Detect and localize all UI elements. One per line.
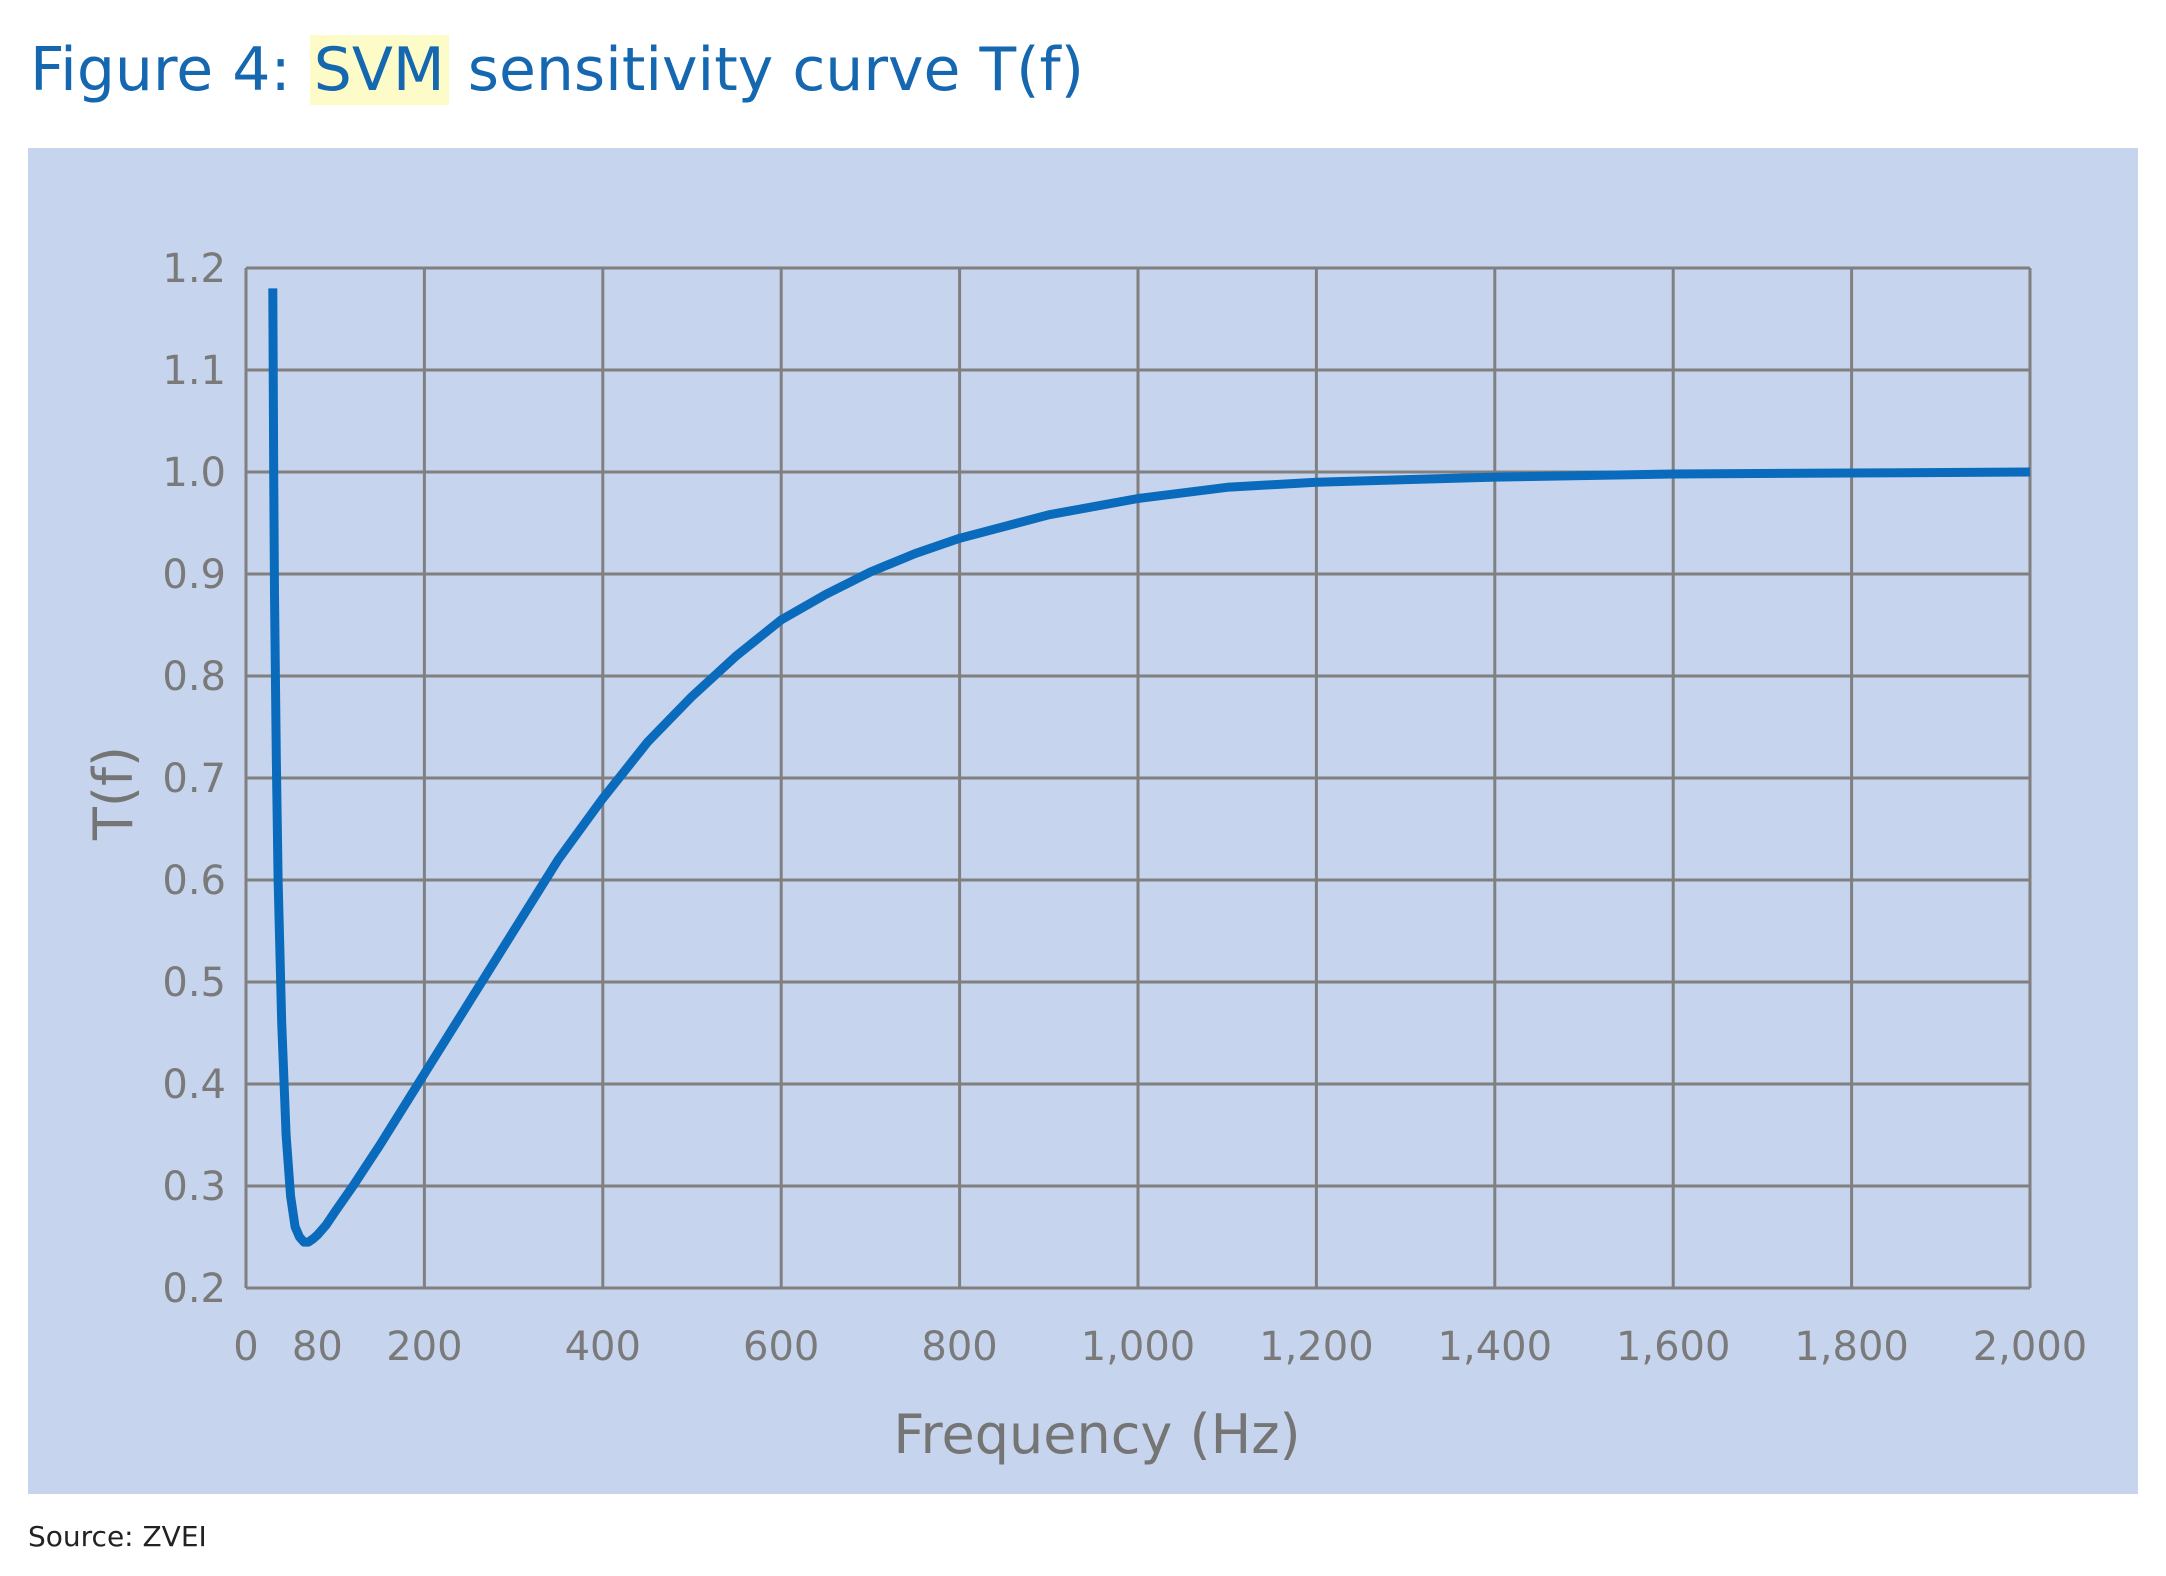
x-tick-label: 1,800 <box>1794 1324 1909 1370</box>
x-axis-label: Frequency (Hz) <box>893 1403 1300 1466</box>
y-axis-label: T(f) <box>82 746 145 841</box>
x-tick-label: 2,000 <box>1973 1324 2088 1370</box>
y-tick-label: 0.5 <box>162 960 226 1006</box>
grid <box>244 266 2032 1290</box>
x-tick-label: 200 <box>386 1324 462 1370</box>
x-tick-label: 1,200 <box>1259 1324 1374 1370</box>
y-tick-label: 0.4 <box>162 1062 226 1108</box>
y-tick-label: 0.3 <box>162 1164 226 1210</box>
x-tick-label: 80 <box>292 1324 343 1370</box>
curve-line <box>268 288 2031 1247</box>
y-tick-label: 0.7 <box>162 756 226 802</box>
x-tick-label: 0 <box>233 1324 258 1370</box>
y-tick-label: 0.2 <box>162 1266 226 1312</box>
x-tick-label: 400 <box>565 1324 641 1370</box>
chart-svg: 0.2 0.3 0.4 0.5 0.6 0.7 0.8 0.9 1.0 1.1 1.2 0 80 200 4… <box>82 246 2087 1466</box>
figure-title-prefix: Figure 4: <box>30 35 310 105</box>
y-tick-label: 0.9 <box>162 552 226 598</box>
y-tick-label: 0.8 <box>162 654 226 700</box>
y-tick-label: 1.0 <box>162 450 226 496</box>
source-note: Source: ZVEI <box>28 1520 207 1553</box>
x-tick-label: 1,000 <box>1081 1324 1196 1370</box>
x-tick-label: 1,600 <box>1616 1324 1731 1370</box>
x-tick-label: 600 <box>743 1324 819 1370</box>
y-tick-label: 1.2 <box>162 246 226 292</box>
curve-layer <box>268 288 2031 1247</box>
y-tick-label: 0.6 <box>162 858 226 904</box>
x-tick-label: 800 <box>921 1324 997 1370</box>
tick-labels: 0.2 0.3 0.4 0.5 0.6 0.7 0.8 0.9 1.0 1.1 1.2 0 80 200 4… <box>162 246 2087 1370</box>
figure-title-suffix: sensitivity curve T(f) <box>448 35 1085 105</box>
figure-title-highlight: SVM <box>309 35 449 105</box>
y-tick-label: 1.1 <box>162 348 226 394</box>
chart-panel: 0.2 0.3 0.4 0.5 0.6 0.7 0.8 0.9 1.0 1.1 1.2 0 80 200 4… <box>28 148 2138 1494</box>
figure-title: Figure 4: SVM sensitivity curve T(f) <box>30 28 1084 112</box>
x-tick-label: 1,400 <box>1438 1324 1553 1370</box>
